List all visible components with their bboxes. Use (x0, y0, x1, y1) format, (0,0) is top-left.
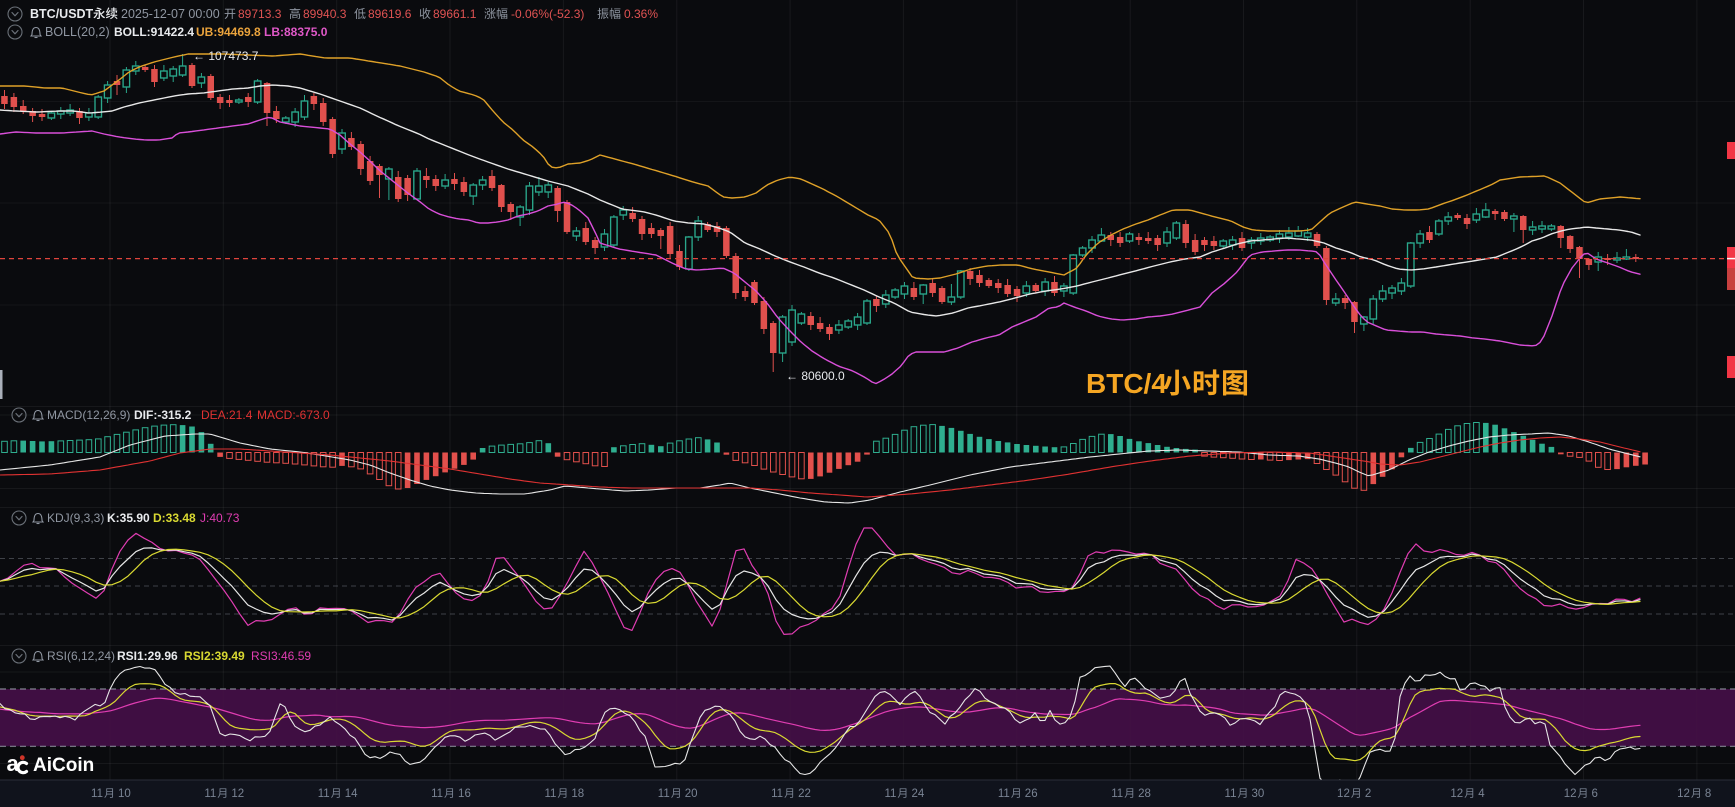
svg-text:RSI(6,12,24): RSI(6,12,24) (47, 649, 115, 663)
svg-text:30: 30 (1252, 788, 1265, 800)
svg-text:12: 12 (1564, 788, 1577, 800)
svg-text:MACD:-673.0: MACD:-673.0 (257, 408, 330, 422)
svg-text:11: 11 (998, 788, 1010, 800)
svg-text:11: 11 (318, 788, 330, 800)
svg-text:K:35.90: K:35.90 (107, 511, 150, 525)
svg-text:D:33.48: D:33.48 (153, 511, 196, 525)
svg-text:UB:94469.8: UB:94469.8 (196, 25, 261, 39)
svg-text:11: 11 (204, 788, 216, 800)
svg-text:2: 2 (1365, 788, 1371, 800)
svg-text:14: 14 (345, 788, 358, 800)
svg-text:12: 12 (231, 788, 244, 800)
svg-text:26: 26 (1025, 788, 1038, 800)
svg-text:BOLL:91422.4: BOLL:91422.4 (114, 25, 194, 39)
svg-text:DEA:21.4: DEA:21.4 (201, 408, 253, 422)
svg-text:10: 10 (118, 788, 131, 800)
svg-text:BOLL(20,2): BOLL(20,2) (45, 25, 110, 39)
svg-text:2025-12-07 00:00: 2025-12-07 00:00 (121, 7, 220, 21)
svg-text:RSI3:46.59: RSI3:46.59 (251, 649, 311, 663)
svg-text:BTC/USDT: BTC/USDT (30, 7, 94, 21)
svg-text:28: 28 (1138, 788, 1151, 800)
svg-text:16: 16 (458, 788, 471, 800)
svg-text:12: 12 (1337, 788, 1350, 800)
svg-text:← 107473.7: ← 107473.7 (193, 49, 259, 63)
svg-text:89940.3: 89940.3 (303, 7, 347, 21)
svg-text:11: 11 (771, 788, 783, 800)
svg-text:MACD(12,26,9): MACD(12,26,9) (47, 408, 130, 422)
svg-text:← 80600.0: ← 80600.0 (786, 369, 845, 383)
svg-text:12: 12 (1677, 788, 1690, 800)
svg-text:4: 4 (1478, 788, 1485, 800)
svg-text:22: 22 (798, 788, 811, 800)
svg-text:89619.6: 89619.6 (368, 7, 412, 21)
svg-text:11: 11 (431, 788, 443, 800)
svg-text:RSI2:39.49: RSI2:39.49 (184, 649, 245, 663)
svg-text:12: 12 (1450, 788, 1463, 800)
svg-text:KDJ(9,3,3): KDJ(9,3,3) (47, 511, 104, 525)
svg-text:0.36%: 0.36% (624, 7, 658, 21)
svg-text:6: 6 (1592, 788, 1598, 800)
svg-text:11: 11 (658, 788, 670, 800)
svg-text:11: 11 (544, 788, 556, 800)
svg-text:a: a (7, 751, 20, 776)
svg-text:RSI1:29.96: RSI1:29.96 (117, 649, 178, 663)
svg-text:BTC/4: BTC/4 (1086, 368, 1167, 399)
svg-text:18: 18 (571, 788, 584, 800)
svg-text:11: 11 (1225, 788, 1237, 800)
svg-text:89713.3: 89713.3 (238, 7, 282, 21)
svg-text:J:40.73: J:40.73 (200, 511, 240, 525)
svg-text:11: 11 (884, 788, 896, 800)
svg-text:LB:88375.0: LB:88375.0 (264, 25, 328, 39)
svg-text:AiCoin: AiCoin (33, 755, 94, 776)
svg-text:20: 20 (685, 788, 698, 800)
svg-text:89661.1: 89661.1 (433, 7, 477, 21)
svg-text:11: 11 (91, 788, 103, 800)
svg-text:8: 8 (1705, 788, 1711, 800)
svg-text:24: 24 (911, 788, 924, 800)
svg-text:11: 11 (1111, 788, 1123, 800)
svg-text:-0.06%(-52.3): -0.06%(-52.3) (511, 7, 584, 21)
svg-text:DIF:-315.2: DIF:-315.2 (134, 408, 192, 422)
